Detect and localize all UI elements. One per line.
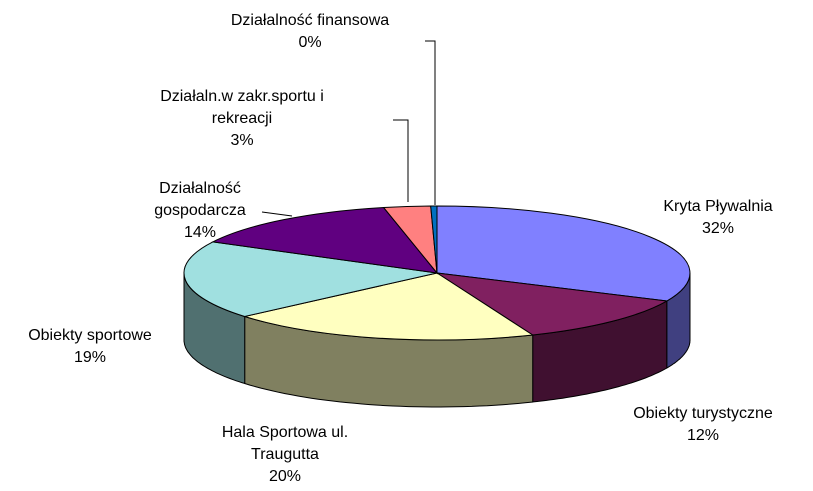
slice — [242, 272, 535, 341]
slice-label: Działaln.w zakr.sportu i rekreacji 3% — [137, 86, 347, 152]
category-name: Obiekty sportowe — [28, 327, 152, 344]
slice-label: Działalność gospodarcza 14% — [135, 178, 265, 244]
value-label: 3% — [230, 132, 254, 149]
slice — [430, 205, 438, 274]
value-label: 0% — [298, 34, 322, 51]
leader-line — [425, 40, 436, 205]
slice-label: Obiekty sportowe 19% — [5, 325, 175, 369]
slice — [436, 205, 691, 302]
category-name: Działalność finansowa — [230, 12, 390, 29]
category-name: Hala Sportowa ul. Traugutta — [221, 424, 349, 463]
value-label: 20% — [268, 468, 302, 485]
category-name: Działaln.w zakr.sportu i rekreacji — [160, 88, 324, 127]
leader-line — [393, 119, 409, 202]
category-name: Działalność gospodarcza — [154, 180, 246, 219]
category-name: Obiekty turystyczne — [633, 405, 773, 422]
slice-label: Działalność finansowa 0% — [210, 10, 410, 54]
leader-line — [261, 211, 293, 217]
slice-label: Kryta Pływalnia 32% — [648, 196, 788, 240]
value-label: 32% — [701, 220, 735, 237]
category-name: Kryta Pływalnia — [663, 198, 773, 215]
slice — [211, 206, 439, 274]
value-label: 12% — [686, 427, 720, 444]
slice-label: Hala Sportowa ul. Traugutta 20% — [200, 422, 370, 488]
value-label: 14% — [183, 224, 217, 241]
slice-label: Obiekty turystyczne 12% — [603, 403, 803, 447]
slice — [183, 241, 438, 318]
slice — [436, 272, 669, 336]
value-label: 19% — [73, 349, 107, 366]
